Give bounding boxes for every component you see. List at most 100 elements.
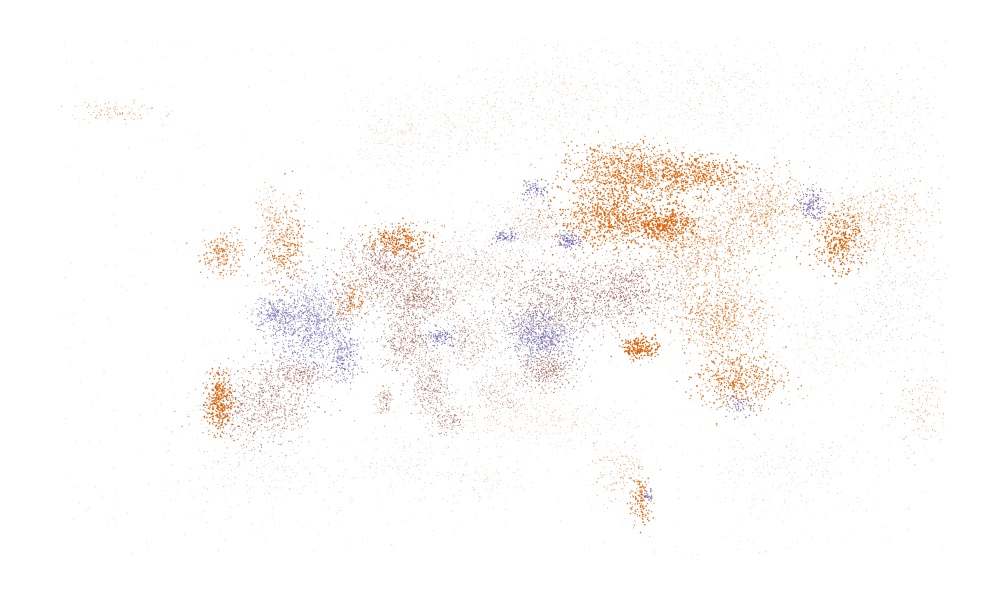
population-dot (506, 224, 507, 225)
background-dot (98, 79, 99, 80)
population-dot (903, 282, 904, 283)
population-dot (434, 255, 435, 256)
population-dot (400, 236, 401, 237)
population-dot (402, 277, 403, 278)
population-dot (419, 301, 420, 302)
population-dot (420, 275, 421, 276)
population-dot (518, 260, 519, 261)
population-dot (370, 292, 371, 293)
population-dot (493, 207, 494, 208)
background-dot (476, 68, 477, 69)
population-dot (526, 254, 527, 255)
background-dot (334, 274, 335, 275)
population-dot (390, 266, 391, 267)
population-dot (891, 322, 892, 323)
background-dot (774, 183, 775, 184)
population-dot (418, 307, 419, 308)
population-dot (485, 269, 486, 270)
background-dot (497, 346, 498, 347)
population-dot (533, 214, 534, 215)
background-dot (341, 109, 342, 110)
background-dot (546, 228, 547, 229)
background-dot (350, 503, 351, 504)
population-dot (379, 258, 380, 259)
background-dot (671, 372, 672, 373)
population-dot (439, 285, 440, 286)
background-dot (113, 469, 114, 470)
population-dot (534, 232, 535, 233)
population-dot (374, 293, 375, 294)
population-dot (426, 282, 427, 283)
population-dot (398, 279, 399, 280)
population-dot (362, 274, 363, 275)
background-dot (381, 49, 382, 50)
population-dot (864, 305, 865, 306)
population-dot (189, 480, 190, 481)
background-dot (219, 342, 220, 343)
population-dot (275, 467, 276, 468)
population-dot (907, 339, 908, 340)
population-dot (404, 279, 405, 280)
population-dot (430, 303, 431, 304)
population-dot (326, 247, 327, 248)
background-dot (317, 453, 318, 454)
background-dot (788, 306, 789, 307)
population-dot (388, 282, 389, 283)
population-dot (414, 332, 415, 333)
background-dot (450, 326, 451, 327)
background-dot (157, 41, 158, 42)
population-dot (877, 263, 878, 264)
background-dot (323, 499, 324, 500)
population-dot (310, 296, 311, 297)
background-dot (92, 63, 93, 64)
background-dot (64, 43, 65, 44)
population-dot (520, 201, 521, 202)
population-dot (434, 293, 435, 294)
background-dot (809, 104, 810, 105)
population-dot (389, 281, 390, 282)
population-dot (192, 493, 193, 494)
population-dot (893, 309, 894, 310)
population-dot (531, 206, 532, 207)
population-dot (517, 285, 518, 286)
background-dot (440, 117, 441, 118)
background-dot (654, 265, 655, 266)
background-dot (91, 402, 92, 403)
population-dot (370, 282, 371, 283)
population-dot (343, 266, 344, 267)
population-dot (518, 232, 519, 233)
population-dot (471, 274, 472, 275)
background-dot (940, 173, 941, 174)
population-dot (477, 265, 478, 266)
population-dot (385, 257, 386, 258)
background-dot (730, 164, 731, 165)
population-dot (312, 458, 313, 459)
population-dot (559, 223, 560, 224)
background-dot (419, 499, 420, 500)
population-dot (414, 261, 415, 262)
population-dot (909, 274, 910, 275)
background-dot (519, 354, 520, 355)
background-dot (917, 185, 918, 186)
population-dot (389, 342, 390, 343)
population-dot (350, 238, 351, 239)
population-dot (529, 226, 530, 227)
background-dot (486, 447, 487, 448)
population-dot (379, 271, 380, 272)
population-dot (365, 257, 366, 258)
background-dot (612, 425, 613, 426)
background-dot (517, 365, 518, 366)
population-dot (383, 331, 384, 332)
population-dot (475, 241, 476, 242)
population-dot (548, 242, 549, 243)
population-dot (519, 205, 520, 206)
population-dot (520, 198, 521, 199)
population-dot (380, 273, 381, 274)
background-dot (262, 523, 263, 524)
population-dot (352, 256, 353, 257)
background-dot (145, 284, 146, 285)
population-dot (941, 344, 942, 345)
population-dot (387, 291, 388, 292)
population-dot (453, 267, 454, 268)
